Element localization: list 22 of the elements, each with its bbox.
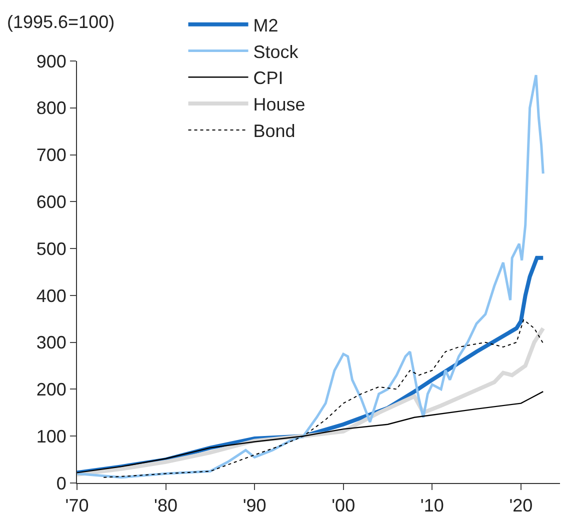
x-tick-label: '70 (65, 496, 89, 516)
y-tick-label: 300 (36, 332, 66, 353)
y-tick-label: 0 (56, 473, 66, 494)
legend-label: Bond (253, 120, 296, 141)
legend-label: House (253, 94, 306, 115)
y-tick-label: 600 (36, 192, 66, 212)
legend-label: Stock (253, 42, 300, 62)
x-tick-label: '90 (242, 496, 266, 516)
y-tick-label: 800 (36, 98, 66, 118)
x-tick-label: '20 (509, 496, 533, 516)
legend-label: M2 (253, 15, 278, 36)
x-tick-label: '80 (154, 496, 178, 516)
x-tick-label: '10 (420, 496, 444, 516)
y-tick-label: 500 (36, 238, 66, 259)
legend-label: CPI (253, 68, 284, 88)
y-tick-label: 200 (36, 380, 66, 400)
y-tick-label: 100 (36, 426, 66, 446)
y-axis-title: (1995.6=100) (7, 12, 115, 32)
y-tick-label: 700 (36, 145, 66, 166)
x-tick-label: '00 (332, 496, 356, 516)
y-tick-label: 900 (36, 51, 66, 72)
y-tick-label: 400 (36, 286, 66, 306)
